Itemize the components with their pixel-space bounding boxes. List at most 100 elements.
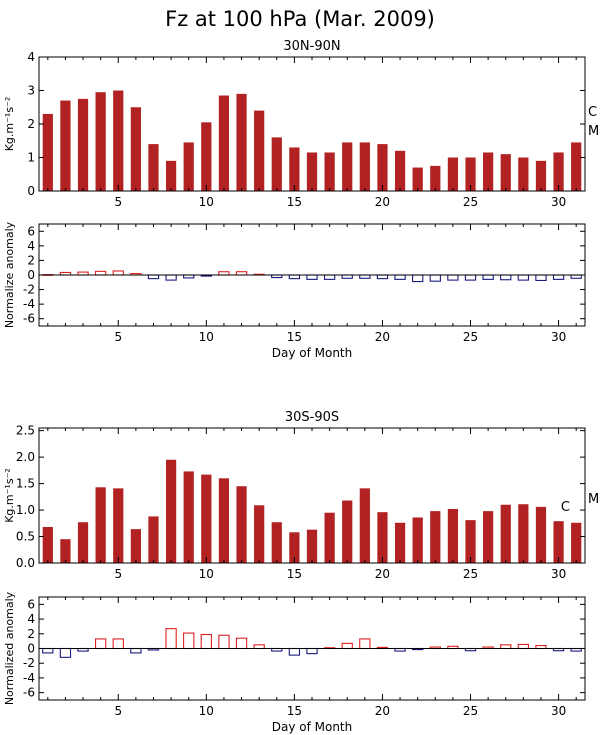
bar-day-12 — [236, 486, 247, 563]
bar-day-10 — [201, 122, 212, 191]
x-tick-label: 10 — [199, 704, 214, 718]
bar-day-5 — [113, 90, 124, 191]
bar-day-16 — [306, 647, 318, 655]
bar-day-22 — [412, 167, 423, 191]
y-tick-label: 0 — [27, 642, 35, 656]
panel-title: 30S-90S — [285, 410, 339, 425]
bar-day-24 — [447, 274, 459, 281]
y-tick-label: 0 — [27, 268, 35, 282]
bar-day-16 — [306, 274, 318, 280]
bar-day-25 — [465, 520, 476, 563]
bar-day-26 — [482, 274, 494, 280]
bar-day-11 — [218, 95, 230, 191]
bar-day-4 — [95, 92, 106, 191]
panel-title: 30N-90N — [283, 39, 340, 54]
bar-day-16 — [306, 152, 318, 191]
bar-day-24 — [447, 157, 459, 191]
x-tick-label: 30 — [551, 704, 566, 718]
bar-day-13 — [253, 644, 265, 650]
y-axis-label: Kg.m⁻¹s⁻² — [3, 468, 16, 523]
y-axis-label: Kg.m⁻¹s⁻² — [3, 97, 16, 152]
x-tick-label: 5 — [114, 195, 122, 209]
bar-day-22 — [412, 274, 424, 283]
bar-day-15 — [288, 647, 301, 656]
bar-day-21 — [394, 150, 406, 191]
bar-day-29 — [535, 160, 547, 191]
bar-day-15 — [288, 274, 301, 280]
bar-day-13 — [254, 110, 265, 191]
side-label-m: M — [588, 492, 599, 507]
x-tick-label: 30 — [551, 195, 566, 209]
bar-day-15 — [289, 147, 300, 191]
y-tick-label: 2 — [27, 627, 35, 641]
bar-day-20 — [377, 144, 388, 191]
bar-day-4 — [95, 487, 106, 563]
bar-day-8 — [165, 628, 177, 650]
y-tick-label: 4 — [27, 239, 35, 253]
bar-day-3 — [77, 98, 89, 191]
bar-day-28 — [518, 504, 529, 563]
bar-day-17 — [323, 274, 336, 280]
bar-day-10 — [201, 474, 212, 563]
panel-30s-90s-flux: 0.0 0.5 1.0 1.5 2.0 2.5 5 10 15 20 25 30 30S-90S Kg.m… — [3, 410, 599, 581]
bar-day-8 — [165, 274, 177, 281]
bar-day-8 — [165, 160, 177, 191]
bar-day-6 — [130, 647, 142, 654]
bar-day-5 — [112, 270, 124, 276]
x-tick-label: 25 — [463, 567, 478, 581]
x-tick-label: 25 — [463, 330, 478, 344]
bar-day-2 — [60, 539, 71, 563]
bar-day-8 — [165, 459, 177, 563]
y-tick-label: 2.0 — [16, 450, 35, 464]
bar-day-19 — [359, 142, 370, 191]
x-tick-label: 15 — [287, 567, 302, 581]
y-tick-label: -2 — [23, 656, 35, 670]
figure-title: Fz at 100 hPa (Mar. 2009) — [165, 7, 435, 31]
y-axis-label: Normalized anomaly — [3, 591, 16, 705]
y-tick-label: 6 — [27, 224, 35, 238]
bar-day-11 — [218, 478, 230, 563]
x-tick-label: 10 — [199, 195, 214, 209]
bar-day-23 — [430, 165, 441, 191]
bar-day-20 — [377, 512, 388, 563]
x-tick-label: 15 — [287, 330, 302, 344]
bar-day-5 — [113, 488, 124, 563]
x-tick-label: 25 — [463, 704, 478, 718]
bar-day-9 — [183, 632, 195, 650]
bar-day-2 — [60, 100, 71, 191]
x-axis-label: Day of Month — [272, 720, 353, 734]
bar-day-17 — [324, 512, 335, 563]
y-tick-label: 2 — [27, 253, 35, 267]
x-tick-label: 5 — [114, 704, 122, 718]
bar-day-29 — [535, 274, 547, 282]
bar-day-13 — [254, 505, 265, 563]
y-tick-label: -6 — [23, 312, 35, 326]
bar-day-7 — [147, 274, 160, 280]
y-tick-label: -6 — [23, 686, 35, 700]
bar-day-23 — [429, 274, 441, 282]
bar-day-30 — [553, 152, 564, 191]
y-tick-label: 0.0 — [16, 556, 35, 570]
x-tick-label: 20 — [375, 567, 390, 581]
y-tick-label: 1.0 — [16, 503, 35, 517]
bar-day-20 — [376, 274, 389, 280]
y-tick-label: 0 — [27, 184, 35, 198]
bar-day-18 — [341, 642, 353, 650]
x-tick-label: 30 — [551, 330, 566, 344]
bar-day-19 — [359, 488, 370, 563]
bar-day-27 — [500, 504, 511, 563]
bar-day-27 — [500, 274, 512, 281]
x-tick-label: 5 — [114, 567, 122, 581]
bar-day-31 — [571, 522, 582, 563]
bar-day-27 — [500, 644, 512, 650]
bar-day-1 — [42, 527, 53, 563]
bar-day-10 — [200, 633, 212, 650]
bar-day-15 — [289, 532, 300, 563]
bar-day-1 — [42, 647, 54, 654]
bar-day-18 — [342, 142, 353, 191]
bar-day-28 — [517, 643, 530, 650]
panel-30n-90n-flux: 0 1 2 3 4 5 10 15 20 25 30 30N-90N Kg.m⁻¹s⁻² CM — [3, 39, 599, 209]
x-tick-label: 15 — [287, 195, 302, 209]
y-tick-label: 6 — [27, 597, 35, 611]
